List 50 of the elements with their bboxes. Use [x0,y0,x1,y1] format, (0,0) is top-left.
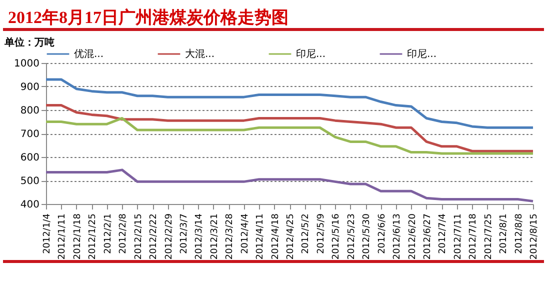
y-tick-label: 1000 [14,58,40,70]
x-tick-label: 2012/4/25 [286,214,296,260]
y-tick-label: 700 [20,129,40,140]
x-tick-label: 2012/5/30 [362,213,372,260]
x-tick-label: 2012/1/11 [58,214,68,260]
x-tick-label: 2012/2/22 [149,214,160,260]
x-tick-label: 2012/8/8 [514,213,524,254]
x-tick-label: 2012/7/11 [453,214,464,260]
y-tick-label: 800 [20,106,40,116]
x-tick-label: 2012/3/28 [225,213,236,260]
x-tick-label: 2012/2/8 [118,213,129,254]
x-tick-label: 2012/3/21 [210,214,220,260]
x-tick-label: 2012/3/7 [179,214,190,254]
x-tick-label: 2012/2/15 [134,214,144,260]
x-tick-label: 2012/1/18 [72,213,83,260]
x-tick-label: 2012/8/1 [499,214,510,254]
line-series [44,116,534,155]
x-tick-label: 2012/5/2 [301,214,312,254]
x-tick-label: 2012/6/13 [392,214,403,260]
x-tick-label: 2012/2/1 [103,214,114,254]
line-series [44,168,534,202]
x-tick-label: 2012/1/25 [88,214,98,260]
x-tick-label: 2012/5/9 [316,213,326,254]
x-tick-label: 2012/5/16 [332,213,342,260]
x-tick-label: 2012/7/18 [468,213,479,260]
y-axis-title: 单位：万吨 [4,36,54,48]
x-tick-label: 2012/6/6 [377,213,388,254]
y-tick-label: 600 [20,152,40,164]
legend-label: 大混... [185,48,215,60]
x-tick-label: 2012/6/20 [408,213,418,260]
x-tick-label: 2012/4/4 [240,213,250,254]
chart-title: 2012年8月17日广州港煤炭价格走势图 [7,7,290,28]
x-tick-label: 2012/7/25 [484,214,494,260]
y-tick-label: 900 [20,82,40,93]
line-series [44,78,534,129]
legend-label: 印尼... [296,48,326,60]
legend-label: 印尼... [407,48,437,60]
x-tick-label: 2012/8/15 [530,214,540,260]
x-tick-label: 2012/4/11 [256,214,266,260]
x-tick-label: 2012/7/4 [438,213,448,254]
x-tick-label: 2012/2/29 [164,213,174,260]
x-tick-label: 2012/5/23 [346,214,357,260]
legend-label: 优混... [74,48,104,60]
x-tick-label: 2012/3/14 [194,213,205,260]
y-tick-label: 500 [20,176,40,187]
x-tick-label: 2012/6/27 [422,214,433,260]
y-tick-label: 400 [20,200,40,210]
x-tick-label: 2012/1/4 [42,213,52,254]
line-series [44,104,534,152]
x-tick-label: 2012/4/18 [270,213,281,260]
